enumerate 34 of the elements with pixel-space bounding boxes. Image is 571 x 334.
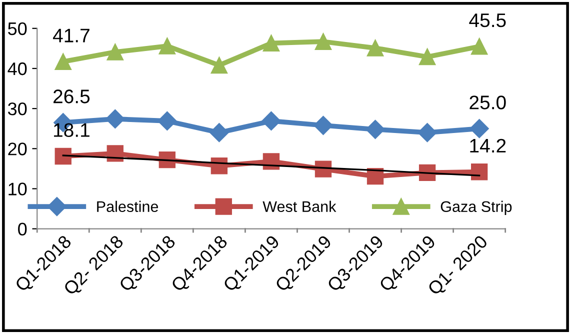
point xyxy=(470,164,488,180)
point xyxy=(106,44,124,60)
data-label: 18.1 xyxy=(54,123,90,137)
point xyxy=(262,34,280,52)
legend-label: Palestine xyxy=(97,200,158,212)
data-label: 14.2 xyxy=(470,138,506,152)
y-tick-label: 0 xyxy=(18,222,27,236)
legend-label: Gaza Strip xyxy=(440,200,512,216)
point xyxy=(418,48,436,66)
y-tick-label: 30 xyxy=(8,102,27,116)
point xyxy=(366,40,384,56)
point xyxy=(314,33,332,50)
point xyxy=(158,111,177,131)
data-label: 45.5 xyxy=(469,14,506,28)
point xyxy=(314,116,333,135)
point xyxy=(470,119,489,138)
point xyxy=(262,111,281,131)
point xyxy=(54,148,72,165)
point xyxy=(54,53,72,70)
data-label: 25.0 xyxy=(470,96,506,110)
data-label: 26.5 xyxy=(54,90,90,104)
point xyxy=(470,38,488,55)
point xyxy=(210,56,228,74)
data-label: 41.7 xyxy=(52,28,90,42)
y-tick-label: 40 xyxy=(8,62,27,76)
point xyxy=(158,38,176,54)
y-tick-label: 10 xyxy=(8,182,27,196)
y-tick-label: 50 xyxy=(8,22,27,36)
legend-label: West Bank xyxy=(262,200,336,212)
point xyxy=(418,123,437,142)
point xyxy=(106,109,125,129)
point xyxy=(366,120,385,139)
y-tick-label: 20 xyxy=(8,142,27,156)
point xyxy=(210,123,229,142)
